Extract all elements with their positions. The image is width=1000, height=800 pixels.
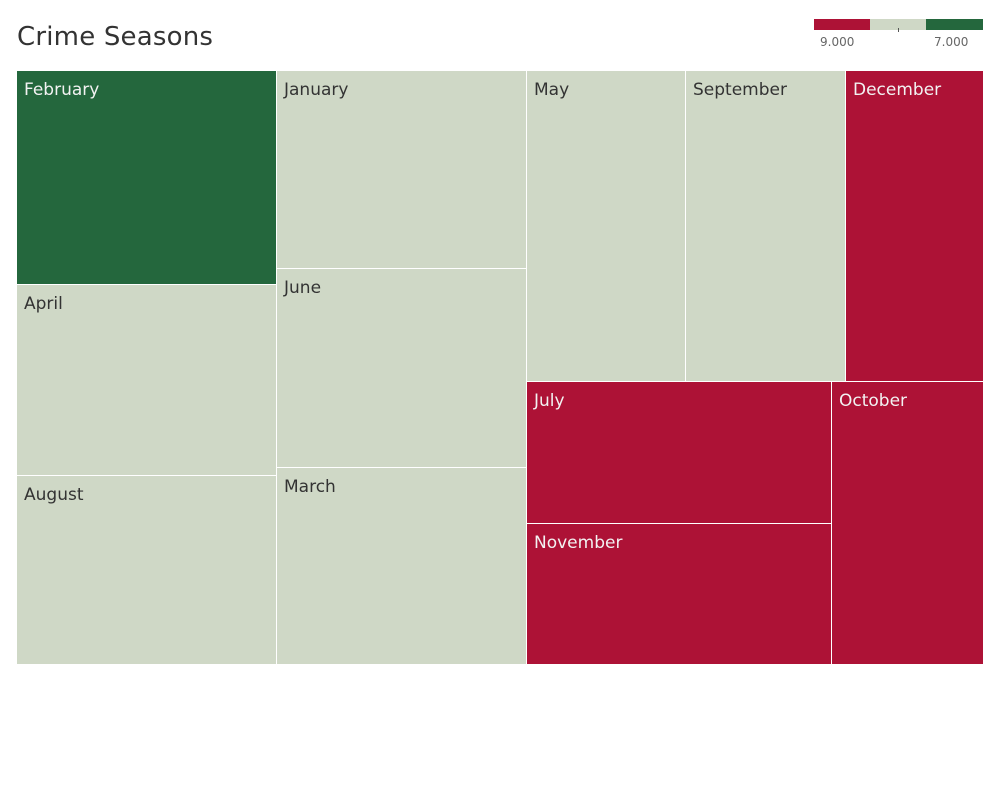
legend-segment-red	[814, 19, 870, 30]
treemap-cell-label: August	[24, 485, 84, 505]
treemap-cell-label: March	[284, 477, 336, 497]
legend-low-label: 9.000	[820, 35, 855, 49]
treemap-cell-december[interactable]: December	[846, 71, 984, 382]
treemap-cell-july[interactable]: July	[527, 382, 832, 524]
treemap-cell-label: April	[24, 294, 63, 314]
treemap-cell-label: June	[284, 278, 322, 298]
treemap-cell-february[interactable]: February	[17, 71, 277, 285]
treemap-cell-label: January	[284, 80, 349, 100]
treemap-cell-label: December	[853, 80, 942, 100]
chart-title: Crime Seasons	[17, 22, 214, 52]
treemap-cell-november[interactable]: November	[527, 524, 832, 665]
treemap-cell-january[interactable]: January	[277, 71, 527, 269]
treemap-cell-april[interactable]: April	[17, 285, 277, 476]
legend-segment-neutral	[870, 19, 926, 30]
treemap-cell-september[interactable]: September	[686, 71, 846, 382]
color-legend: 9.000 7.000	[814, 19, 983, 53]
treemap-cell-october[interactable]: October	[832, 382, 984, 665]
legend-high-label: 7.000	[934, 35, 969, 49]
treemap: February April August January June March May Se…	[17, 71, 984, 665]
treemap-cell-label: November	[534, 533, 623, 553]
treemap-cell-june[interactable]: June	[277, 269, 527, 468]
treemap-cell-label: May	[534, 80, 570, 100]
treemap-cell-august[interactable]: August	[17, 476, 277, 665]
treemap-cell-label: September	[693, 80, 787, 100]
treemap-cell-march[interactable]: March	[277, 468, 527, 665]
legend-tick	[898, 28, 899, 32]
legend-segment-green	[926, 19, 983, 30]
treemap-cell-label: October	[839, 391, 908, 411]
treemap-cell-label: February	[24, 80, 100, 100]
treemap-cell-label: July	[534, 391, 565, 411]
treemap-cell-may[interactable]: May	[527, 71, 686, 382]
